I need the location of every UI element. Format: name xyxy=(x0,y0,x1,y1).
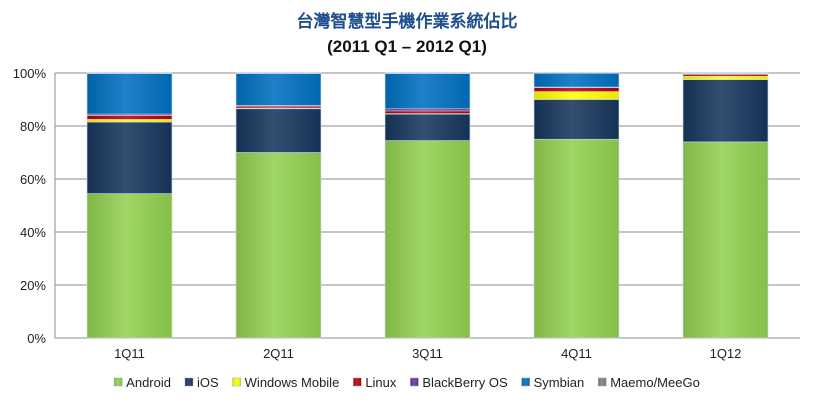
bar-segment-ios xyxy=(533,99,620,140)
y-axis: 0% 20% 40% 60% 80% 100% xyxy=(13,66,47,346)
x-tick-label: 1Q12 xyxy=(710,346,742,361)
bar-segment-windows-mobile xyxy=(86,119,173,123)
legend-item-symbian: Symbian xyxy=(521,375,585,390)
legend-swatch xyxy=(353,377,362,387)
bar-segment-android xyxy=(533,138,620,339)
bar-segment-ios xyxy=(86,121,173,194)
chart-subtitle: (2011 Q1 – 2012 Q1) xyxy=(327,37,487,56)
y-tick-label: 100% xyxy=(13,66,47,81)
x-tick-label: 4Q11 xyxy=(561,346,592,361)
bar-segment-ios xyxy=(682,79,769,143)
bar-segment-linux xyxy=(86,115,173,120)
bar-segment-symbian xyxy=(235,73,322,106)
x-axis: 1Q11 2Q11 3Q11 4Q11 1Q12 xyxy=(114,346,741,361)
bar-segment-windows-mobile xyxy=(533,91,620,100)
plot-area xyxy=(86,72,769,339)
bar-segment-windows-mobile xyxy=(682,75,769,80)
legend-item-linux: Linux xyxy=(353,375,397,390)
bar-segment-android xyxy=(384,140,471,339)
legend-item-windows-mobile: Windows Mobile xyxy=(232,375,340,390)
bar-segment-android xyxy=(86,193,173,339)
bar-segment-ios xyxy=(235,108,322,153)
bar-segment-linux xyxy=(533,87,620,92)
legend: Android iOS Windows Mobile Linux BlackBerry … xyxy=(113,375,700,390)
bar-segment-ios xyxy=(384,113,471,141)
legend-swatch xyxy=(184,377,194,387)
legend-label: iOS xyxy=(197,375,219,390)
legend-item-android: Android xyxy=(113,375,171,390)
legend-item-blackberry-os: BlackBerry OS xyxy=(410,375,508,390)
legend-swatch xyxy=(232,377,241,387)
legend-label: Symbian xyxy=(534,375,585,390)
bar-segment-symbian xyxy=(86,73,173,115)
bar-segment-blackberry-os xyxy=(384,108,471,112)
bar-segment-linux xyxy=(384,110,471,114)
legend-label: Maemo/MeeGo xyxy=(610,375,700,390)
y-tick-label: 20% xyxy=(20,278,46,293)
legend-label: Windows Mobile xyxy=(245,375,340,390)
x-tick-label: 2Q11 xyxy=(263,346,294,361)
bar-segment-symbian xyxy=(533,72,620,88)
bar-segment-maemo-meego xyxy=(235,72,322,74)
legend-item-ios: iOS xyxy=(184,375,219,390)
chart-title: 台灣智慧型手機作業系統佔比 xyxy=(297,11,518,32)
bar-segment-android xyxy=(235,152,322,339)
y-tick-label: 60% xyxy=(20,172,46,187)
bar-segment-maemo-meego xyxy=(384,72,471,74)
legend-label: BlackBerry OS xyxy=(422,375,508,390)
legend-swatch xyxy=(113,377,123,387)
y-tick-label: 80% xyxy=(20,119,46,134)
bar-segment-symbian xyxy=(384,73,471,110)
y-tick-label: 0% xyxy=(27,331,46,346)
legend-label: Linux xyxy=(365,375,397,390)
legend-item-maemo-meego: Maemo/MeeGo xyxy=(597,375,700,390)
bar-segment-android xyxy=(682,141,769,339)
y-tick-label: 40% xyxy=(20,225,46,240)
legend-swatch xyxy=(597,377,607,387)
legend-swatch xyxy=(410,377,419,387)
x-tick-label: 1Q11 xyxy=(114,346,145,361)
legend-label: Android xyxy=(126,375,171,390)
bar-segment-maemo-meego xyxy=(86,72,173,74)
legend-swatch xyxy=(521,377,530,387)
x-tick-label: 3Q11 xyxy=(412,346,443,361)
